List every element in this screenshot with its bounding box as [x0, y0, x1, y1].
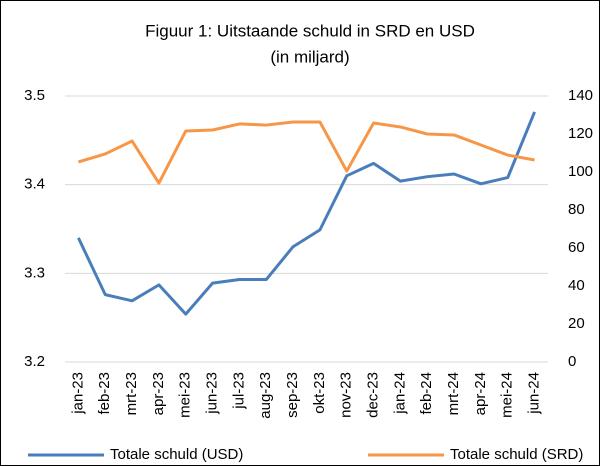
y2-tick-label: 140 — [568, 87, 593, 104]
x-tick-label: jul-23 — [230, 372, 247, 410]
x-tick-label: mei-24 — [499, 372, 516, 418]
y-tick-label: 3.5 — [24, 87, 45, 104]
y2-tick-label: 20 — [568, 315, 585, 332]
y-tick-label: 3.2 — [24, 353, 45, 370]
legend-label: Totale schuld (USD) — [110, 446, 243, 463]
line-series — [77, 111, 536, 316]
x-tick-label: mrt-23 — [123, 372, 140, 415]
x-tick-label: sep-23 — [284, 372, 301, 418]
y2-tick-label: 100 — [568, 163, 593, 180]
x-tick-label: feb-24 — [418, 372, 435, 415]
x-tick-label: jan-23 — [69, 372, 86, 415]
chart-subtitle: (in miljard) — [270, 47, 349, 66]
x-tick-label: aug-23 — [257, 372, 274, 419]
y-tick-label: 3.4 — [24, 176, 45, 193]
x-tick-label: jun-23 — [204, 372, 221, 415]
legend-label: Totale schuld (SRD) — [450, 446, 583, 463]
chart-title: Figuur 1: Uitstaande schuld in SRD en US… — [145, 21, 475, 40]
line-series — [77, 120, 535, 185]
x-tick-label: dec-23 — [365, 372, 382, 418]
y2-tick-label: 40 — [568, 277, 585, 294]
x-tick-label: feb-23 — [96, 372, 113, 415]
y2-tick-label: 0 — [568, 353, 576, 370]
x-tick-label: apr-23 — [150, 372, 167, 415]
y-tick-label: 3.3 — [24, 264, 45, 281]
x-tick-label: jan-24 — [391, 372, 408, 415]
y2-tick-label: 120 — [568, 125, 593, 142]
x-tick-label: mei-23 — [177, 372, 194, 418]
y2-tick-label: 80 — [568, 201, 585, 218]
x-tick-label: apr-24 — [472, 372, 489, 415]
x-tick-label: jun-24 — [526, 372, 543, 415]
x-tick-label: nov-23 — [338, 372, 355, 418]
x-tick-label: mrt-24 — [445, 372, 462, 415]
x-tick-label: okt-23 — [311, 372, 328, 414]
y2-tick-label: 60 — [568, 239, 585, 256]
